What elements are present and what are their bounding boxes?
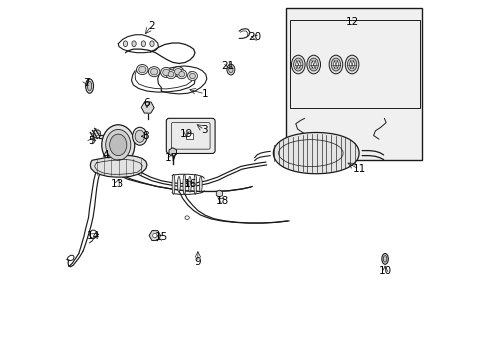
Ellipse shape [163,69,169,76]
Ellipse shape [228,66,233,73]
Text: 15: 15 [154,232,167,242]
Bar [285,8,421,160]
Ellipse shape [150,68,158,75]
Ellipse shape [172,67,183,77]
Text: 9: 9 [194,257,201,267]
Bar [185,133,192,139]
Ellipse shape [109,134,126,156]
Ellipse shape [176,70,186,79]
Ellipse shape [148,67,160,77]
Text: 4: 4 [102,150,108,160]
Ellipse shape [87,81,92,91]
Bar [290,21,419,108]
Text: 17: 17 [164,153,177,163]
Text: 20: 20 [247,32,261,42]
Ellipse shape [188,176,191,192]
Text: 14: 14 [87,231,101,240]
Ellipse shape [345,55,358,74]
Text: 11: 11 [352,164,365,174]
Ellipse shape [85,79,93,93]
Text: 8: 8 [142,131,149,141]
Ellipse shape [383,256,386,262]
Ellipse shape [346,58,356,71]
Ellipse shape [136,64,148,75]
Ellipse shape [184,216,189,220]
Ellipse shape [105,130,131,160]
Ellipse shape [226,64,234,75]
Text: 7: 7 [83,78,90,88]
Ellipse shape [306,55,320,74]
Ellipse shape [135,130,144,142]
Text: 12: 12 [345,17,358,27]
Ellipse shape [330,58,340,71]
Ellipse shape [132,41,136,46]
Ellipse shape [291,55,305,74]
Ellipse shape [193,174,196,194]
Ellipse shape [183,174,185,194]
Ellipse shape [132,127,147,145]
Ellipse shape [174,68,182,75]
Ellipse shape [141,41,145,46]
Ellipse shape [102,125,135,165]
Ellipse shape [349,61,354,68]
Ellipse shape [308,58,318,71]
Ellipse shape [172,174,175,194]
Ellipse shape [333,61,338,68]
Ellipse shape [123,41,127,46]
Text: 21: 21 [221,61,235,71]
Text: 16: 16 [183,179,196,189]
Ellipse shape [165,70,176,79]
Polygon shape [90,156,147,177]
Ellipse shape [139,66,145,73]
Ellipse shape [293,58,303,71]
Ellipse shape [328,55,342,74]
Text: 13: 13 [110,179,123,189]
Ellipse shape [295,61,300,68]
Text: 6: 6 [143,98,150,108]
Ellipse shape [179,72,184,77]
Text: 10: 10 [378,266,391,276]
Ellipse shape [168,72,174,77]
Text: 3: 3 [201,125,207,135]
Ellipse shape [149,41,154,46]
Ellipse shape [152,233,157,238]
Ellipse shape [189,73,195,79]
Ellipse shape [177,176,180,192]
Ellipse shape [310,61,316,68]
Text: 19: 19 [180,129,193,139]
Ellipse shape [199,176,202,192]
FancyBboxPatch shape [166,118,215,153]
Text: 1: 1 [202,89,208,99]
Text: 2: 2 [148,21,154,31]
Text: 5: 5 [88,136,95,145]
Ellipse shape [187,72,197,81]
Ellipse shape [381,253,387,264]
Polygon shape [273,132,358,174]
Text: 18: 18 [215,196,228,206]
Ellipse shape [160,67,172,77]
